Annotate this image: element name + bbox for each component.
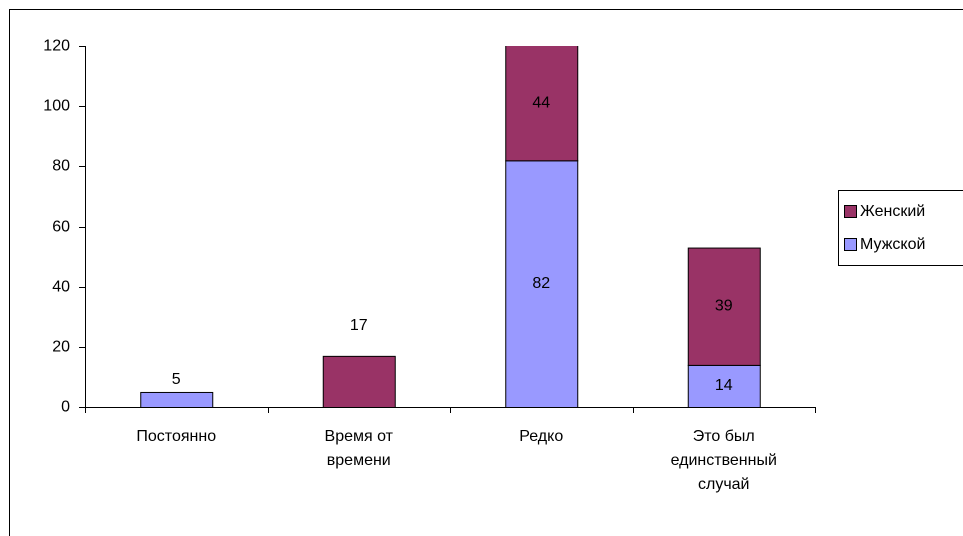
bar-segment xyxy=(322,355,396,408)
bar-segment xyxy=(140,391,214,408)
bar-segment xyxy=(687,247,761,366)
bar-segment xyxy=(505,46,579,162)
x-tick-label: Время от времени xyxy=(325,428,394,469)
y-tick-label: 0 xyxy=(61,399,70,416)
legend-label: Мужской xyxy=(860,236,925,253)
bar-segment xyxy=(687,364,761,408)
data-label: 5 xyxy=(172,371,181,388)
x-tick-label: Постоянно xyxy=(136,428,216,445)
data-label: 14 xyxy=(715,377,733,394)
legend-swatch xyxy=(844,238,857,251)
y-tick-label: 60 xyxy=(52,219,70,236)
y-tick-label: 80 xyxy=(52,158,70,175)
plot-area xyxy=(140,46,761,408)
legend-label: Женский xyxy=(860,203,925,220)
legend-swatch xyxy=(844,205,857,218)
y-tick-label: 120 xyxy=(43,38,70,55)
data-label: 39 xyxy=(715,297,733,314)
y-tick-label: 40 xyxy=(52,279,70,296)
legend-box xyxy=(838,190,963,266)
data-label: 17 xyxy=(350,317,368,334)
chart-border xyxy=(9,9,963,536)
data-label: 44 xyxy=(532,94,550,111)
x-tick-label: Редко xyxy=(519,428,563,445)
y-tick-label: 20 xyxy=(52,339,70,356)
y-tick-label: 100 xyxy=(43,98,70,115)
data-label: 82 xyxy=(532,275,550,292)
x-tick-label: Это был единственный случай xyxy=(671,428,777,493)
